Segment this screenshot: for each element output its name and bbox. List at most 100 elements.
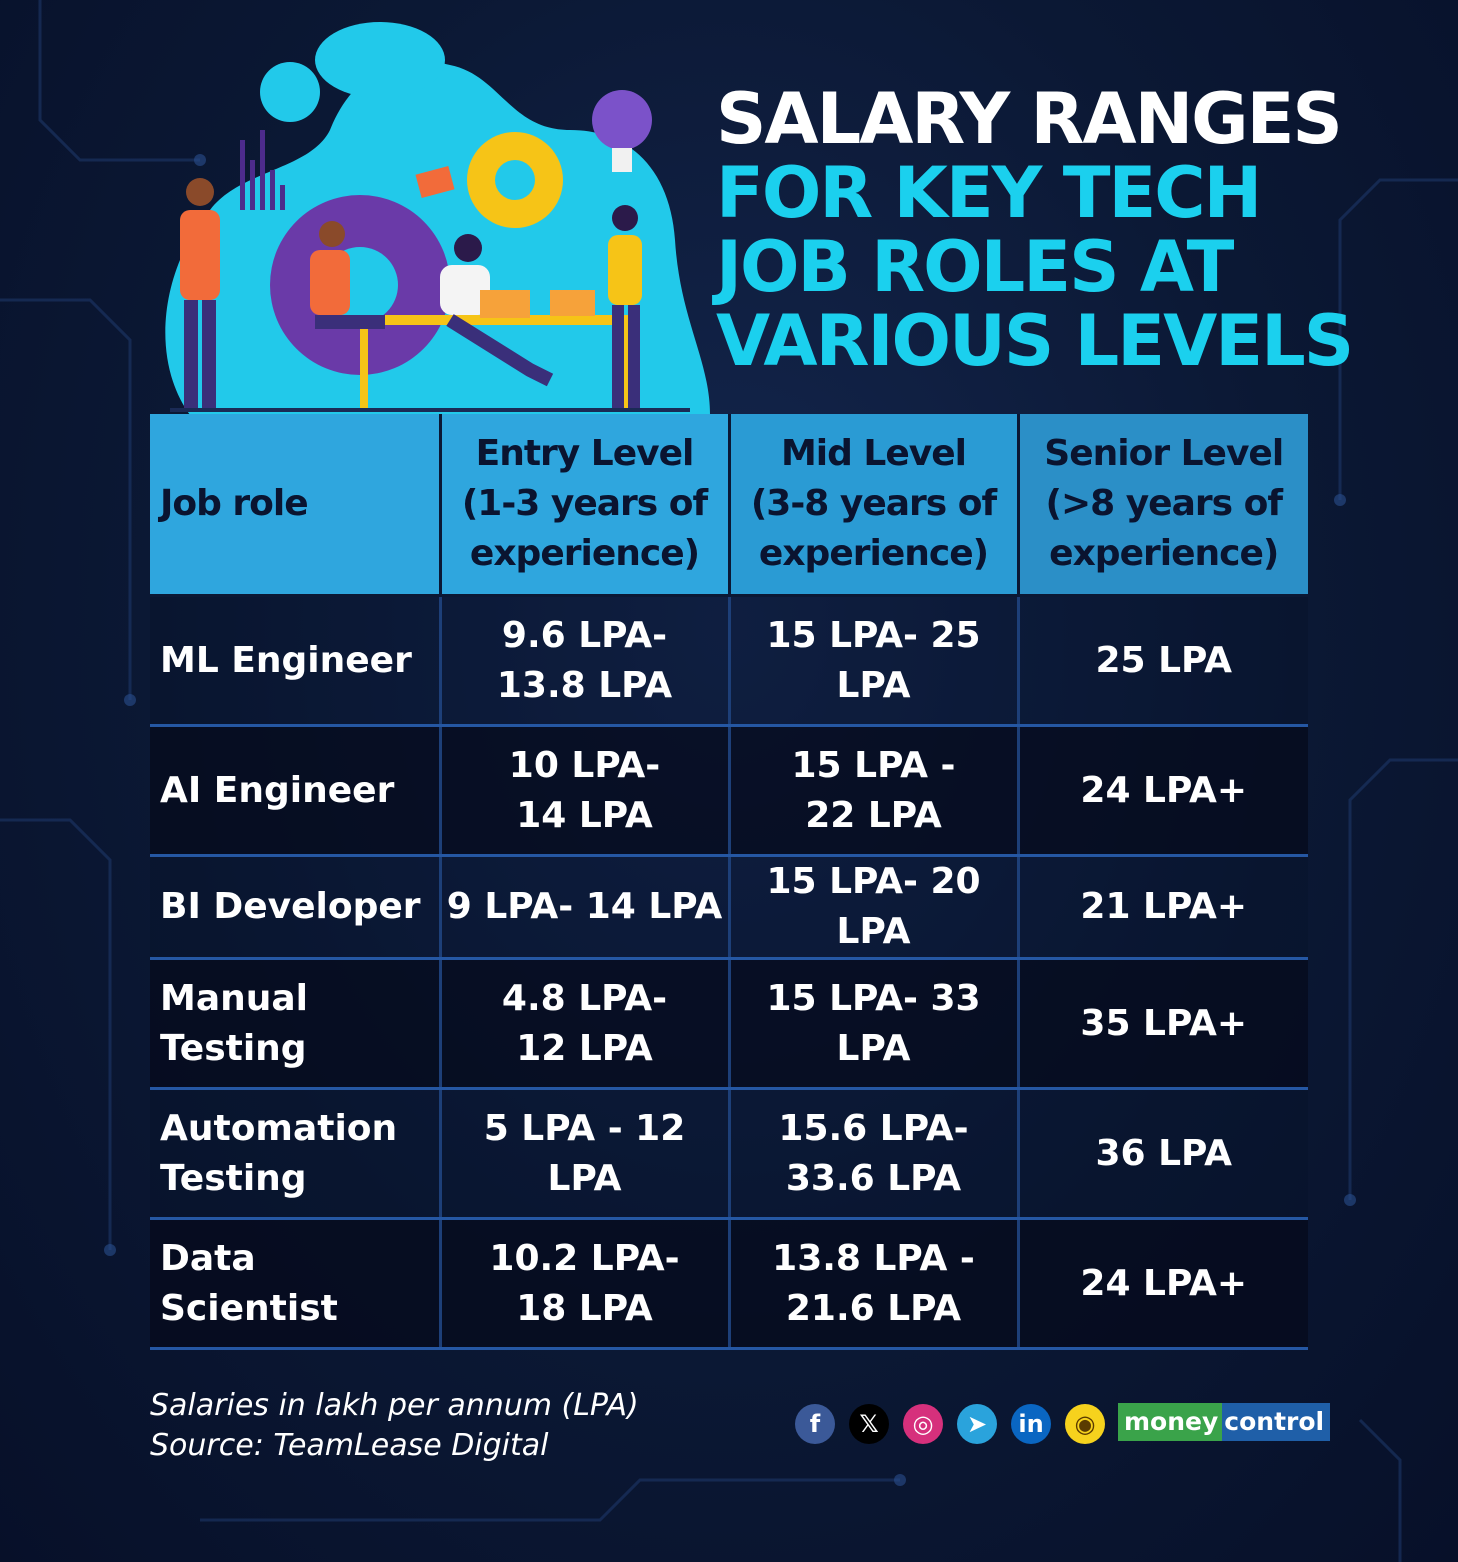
cell-text: 24 LPA+ <box>1080 769 1248 811</box>
table-body: ML Engineer 9.6 LPA- 13.8 LPA 15 LPA- 25 LP… <box>150 595 1308 1350</box>
cell-mid-level: 15 LPA - 22 LPA <box>727 725 1018 857</box>
cell-text: Automation <box>160 1107 398 1149</box>
cell-job-role: ML Engineer <box>150 595 440 727</box>
cell-text: Data Scientist <box>160 1237 338 1329</box>
header-mid-level: Mid Level (3-8 years of experience) <box>727 414 1018 597</box>
table-row: Automation Testing 5 LPA - 12 LPA 15.6 LPA-… <box>150 1088 1308 1220</box>
person-seated-middle <box>440 234 554 387</box>
table-row: AI Engineer 10 LPA- 14 LPA 15 LPA - 22 LPA 24… <box>150 725 1308 857</box>
cell-senior-level: 36 LPA <box>1016 1088 1308 1220</box>
koo-icon[interactable]: ◉ <box>1065 1404 1105 1444</box>
cell-text: 9.6 LPA- <box>501 614 668 656</box>
cell-mid-level: 15.6 LPA- 33.6 LPA <box>727 1088 1018 1220</box>
cell-job-role: Automation Testing <box>150 1088 440 1220</box>
title-line-1: SALARY RANGES <box>716 78 1343 160</box>
person-standing-left <box>180 178 220 410</box>
cell-text: 13.8 LPA - <box>772 1237 975 1279</box>
cell-text: 10 LPA- <box>508 744 661 786</box>
cell-entry-level: 10.2 LPA- 18 LPA <box>438 1218 729 1350</box>
team-illustration <box>165 22 710 415</box>
cell-job-role: Manual Testing <box>150 958 440 1090</box>
cell-text: 25 LPA <box>1095 639 1232 681</box>
cell-text: 33.6 LPA <box>785 1157 962 1199</box>
cell-text: AI Engineer <box>160 769 395 811</box>
page-title: SALARY RANGES FOR KEY TECH JOB ROLES AT … <box>716 82 1356 378</box>
laptop-icon <box>550 290 595 316</box>
cell-entry-level: 5 LPA - 12 LPA <box>438 1088 729 1220</box>
cell-text: 5 LPA - 12 LPA <box>483 1107 686 1199</box>
table-row: BI Developer 9 LPA- 14 LPA 15 LPA- 20 LPA 2… <box>150 855 1308 960</box>
floor-line <box>170 408 690 412</box>
cell-entry-level: 4.8 LPA- 12 LPA <box>438 958 729 1090</box>
cell-mid-level: 15 LPA- 33 LPA <box>727 958 1018 1090</box>
cell-text: 9 LPA- 14 LPA <box>446 886 723 927</box>
cell-text: 15 LPA- 25 LPA <box>766 614 981 706</box>
cell-text: 35 LPA+ <box>1080 1002 1248 1044</box>
desk <box>340 315 640 325</box>
lightbulb-icon <box>592 90 652 172</box>
cell-text: 12 LPA <box>516 1027 653 1069</box>
blob-top <box>315 22 445 98</box>
blob-dot <box>260 62 320 122</box>
person-standing-right <box>608 205 642 410</box>
logo-part-control: control <box>1222 1403 1331 1441</box>
source-note: Source: TeamLease Digital <box>150 1428 549 1463</box>
cell-job-role: BI Developer <box>150 855 440 960</box>
cell-text: 4.8 LPA- <box>501 977 668 1019</box>
salary-table: Job role Entry Level (1-3 years of exper… <box>150 414 1308 1350</box>
cell-job-role: AI Engineer <box>150 725 440 857</box>
yellow-gear-icon <box>467 132 563 228</box>
laptop-icon <box>480 290 530 318</box>
instagram-icon[interactable]: ◎ <box>903 1404 943 1444</box>
cell-text: 15 LPA- 33 LPA <box>766 977 981 1069</box>
linkedin-icon[interactable]: in <box>1011 1404 1051 1444</box>
table-row: ML Engineer 9.6 LPA- 13.8 LPA 15 LPA- 25 LP… <box>150 595 1308 727</box>
cell-senior-level: 25 LPA <box>1016 595 1308 727</box>
cell-senior-level: 21 LPA+ <box>1016 855 1308 960</box>
cell-text: BI Developer <box>160 886 421 927</box>
units-note: Salaries in lakh per annum (LPA) <box>150 1388 639 1423</box>
cell-mid-level: 13.8 LPA - 21.6 LPA <box>727 1218 1018 1350</box>
title-line-4: VARIOUS LEVELS <box>716 300 1354 382</box>
cell-senior-level: 35 LPA+ <box>1016 958 1308 1090</box>
social-icons: f 𝕏 ◎ ➤ in ◉ <box>795 1403 1105 1445</box>
title-line-2: FOR KEY TECH <box>716 152 1262 234</box>
cell-text: 36 LPA <box>1095 1132 1232 1174</box>
header-senior-level: Senior Level (>8 years of experience) <box>1016 414 1308 597</box>
cell-text: 15.6 LPA- <box>778 1107 969 1149</box>
telegram-icon[interactable]: ➤ <box>957 1404 997 1444</box>
cell-text: 21.6 LPA <box>785 1287 962 1329</box>
cell-text: 22 LPA <box>805 794 942 836</box>
cell-text: 15 LPA - <box>791 744 956 786</box>
cell-entry-level: 9 LPA- 14 LPA <box>438 855 729 960</box>
cell-senior-level: 24 LPA+ <box>1016 725 1308 857</box>
cell-text: Manual <box>160 977 309 1019</box>
cell-text: 15 LPA- 20 LPA <box>766 861 981 952</box>
cell-entry-level: 10 LPA- 14 LPA <box>438 725 729 857</box>
cell-mid-level: 15 LPA- 20 LPA <box>727 855 1018 960</box>
person-seated-left <box>310 221 385 329</box>
table-header-row: Job role Entry Level (1-3 years of exper… <box>150 414 1308 597</box>
cell-text: ML Engineer <box>160 639 412 681</box>
footnote: Salaries in lakh per annum (LPA) Source:… <box>150 1386 639 1466</box>
chart-bars-icon <box>240 130 285 210</box>
cell-senior-level: 24 LPA+ <box>1016 1218 1308 1350</box>
facebook-icon[interactable]: f <box>795 1404 835 1444</box>
cell-text: 21 LPA+ <box>1080 886 1248 927</box>
moneycontrol-logo: money control <box>1118 1403 1331 1441</box>
header-entry-level: Entry Level (1-3 years of experience) <box>438 414 729 597</box>
table-row: Manual Testing 4.8 LPA- 12 LPA 15 LPA- 33 LP… <box>150 958 1308 1090</box>
cell-text: 24 LPA+ <box>1080 1262 1248 1304</box>
cell-text: 18 LPA <box>516 1287 653 1329</box>
envelope-icon <box>415 166 455 198</box>
logo-part-money: money <box>1118 1403 1223 1441</box>
cell-job-role: Data Scientist <box>150 1218 440 1350</box>
cell-text: Testing <box>160 1157 307 1199</box>
cell-entry-level: 9.6 LPA- 13.8 LPA <box>438 595 729 727</box>
header-job-role: Job role <box>150 414 440 597</box>
cell-text: Testing <box>160 1027 307 1069</box>
x-icon[interactable]: 𝕏 <box>849 1404 889 1444</box>
title-line-3: JOB ROLES AT <box>716 226 1234 308</box>
cell-text: 14 LPA <box>516 794 653 836</box>
